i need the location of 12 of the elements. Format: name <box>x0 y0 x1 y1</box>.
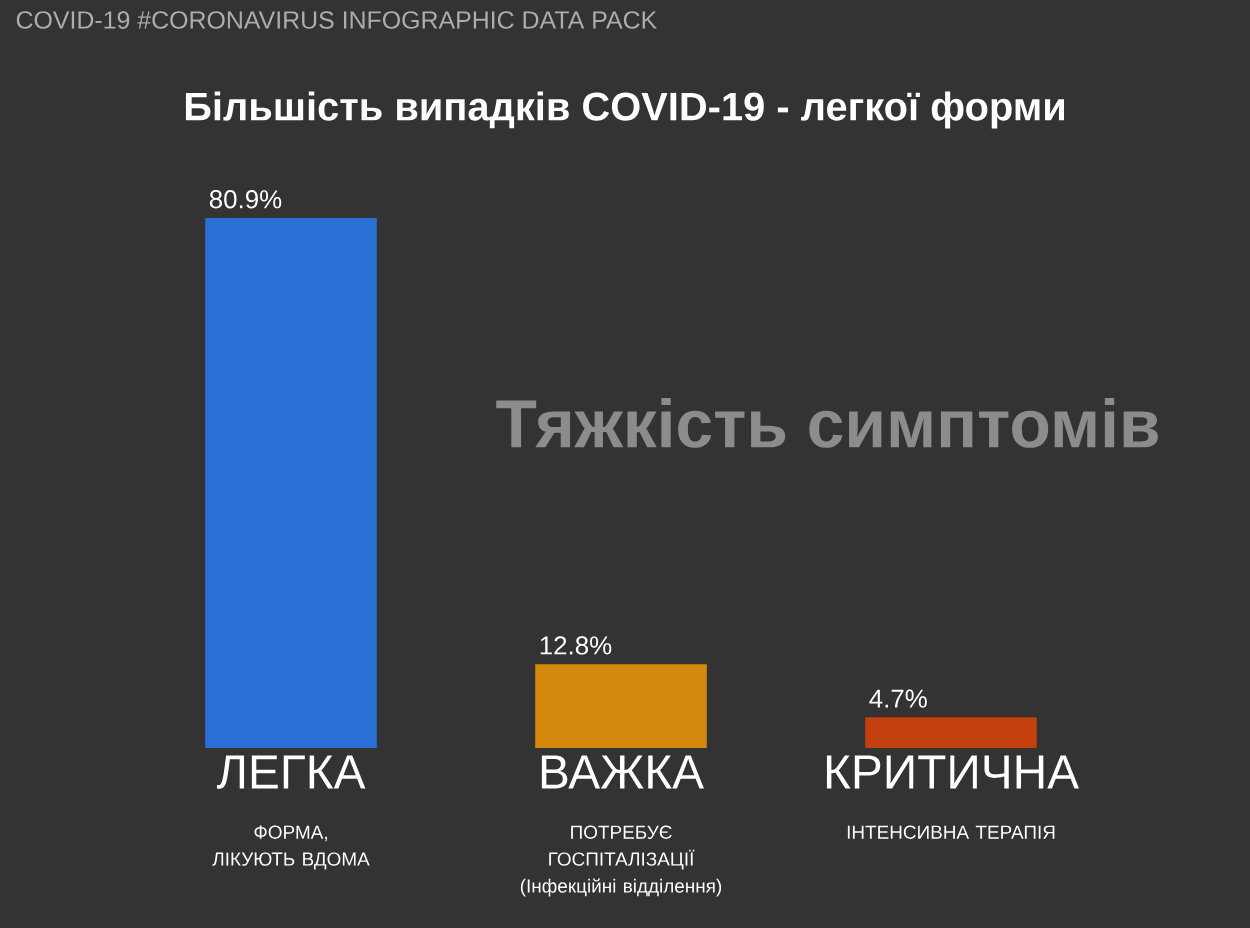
x-tick-label: ВАЖКА <box>541 755 704 789</box>
data-label: 80.9% <box>209 190 282 209</box>
x-tick-label: КРИТИЧНА <box>826 755 1079 789</box>
text: ФОРМА, ЛІКУЮТЬ ВДОМА <box>212 825 370 870</box>
x-tick-label: ЛЕГКА <box>216 755 366 789</box>
data-label: 4.7% <box>869 689 927 708</box>
data-label: 12.8% <box>540 636 612 655</box>
text: COVID-19 #CORONAVIRUS INFOGRAPHIC DATA PACK <box>16 11 657 29</box>
chart-title: Більшість випадків COVID-19 - легкої форми <box>185 91 1065 129</box>
annotation: Тяжкість симптомів <box>496 398 1158 448</box>
text: ПОТРЕБУЄ ГОСПІТАЛІЗАЦІЇ (Інфекційні відділення) <box>520 825 722 897</box>
text: ІНТЕНСИВНА ТЕРАПІЯ <box>847 825 1055 839</box>
